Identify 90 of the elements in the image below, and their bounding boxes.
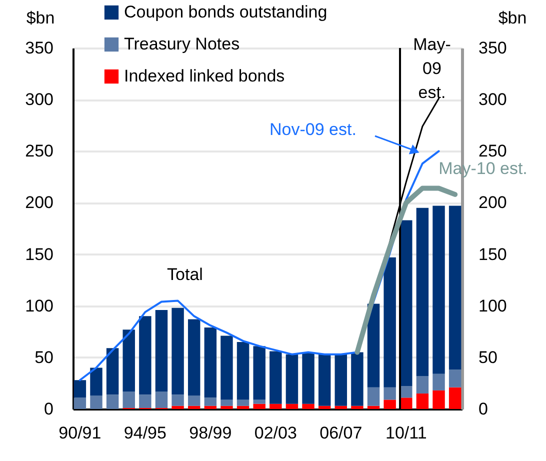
bar	[122, 330, 135, 392]
bar	[204, 406, 217, 409]
bar	[318, 406, 331, 409]
y-tick-label: 250	[25, 142, 54, 161]
bar	[400, 398, 412, 409]
y2-tick-label: 150	[478, 244, 507, 264]
bar	[448, 387, 462, 409]
bar	[384, 400, 396, 409]
bar	[188, 406, 200, 409]
bar	[188, 319, 200, 396]
legend-label: Coupon bonds outstanding	[124, 2, 328, 22]
y-tick-label: 350	[25, 38, 54, 58]
y-tick-label: 0	[44, 400, 54, 418]
bar	[334, 354, 348, 406]
y-tick-label: 50	[34, 348, 54, 367]
y2-tick-label: 100	[478, 296, 507, 316]
y2-tick-label: 250	[478, 142, 507, 161]
bar	[220, 400, 233, 406]
bar	[122, 391, 135, 408]
bar	[286, 404, 298, 409]
bar	[74, 380, 86, 398]
bar	[286, 354, 298, 404]
bar	[400, 220, 412, 386]
bar	[172, 308, 184, 395]
bar	[432, 206, 445, 374]
bar	[334, 406, 348, 409]
y2-axis-title: $bn	[498, 8, 527, 28]
x-tick-label: 06/07	[320, 424, 362, 442]
bar	[270, 351, 282, 404]
bar	[90, 396, 102, 409]
bar	[155, 391, 168, 408]
y2-tick-label: 50	[478, 348, 498, 367]
annotation: Total	[167, 265, 203, 284]
bar	[416, 394, 429, 409]
bar	[302, 404, 314, 409]
bar	[351, 352, 364, 406]
bar	[253, 400, 266, 404]
x-tick-label: 94/95	[124, 424, 166, 442]
bar	[188, 396, 200, 406]
legend-label: Treasury Notes	[124, 34, 240, 54]
legend-label: Indexed linked bonds	[124, 66, 285, 86]
bar	[270, 404, 282, 409]
y2-tick-label: 350	[478, 38, 507, 58]
y-tick-label: 300	[25, 90, 54, 110]
text: Nov-09 est.	[270, 120, 356, 139]
bar	[448, 206, 462, 370]
bar	[204, 398, 217, 406]
bar	[172, 394, 184, 406]
bar	[236, 400, 250, 406]
bar	[432, 390, 445, 409]
bar	[139, 316, 152, 395]
y2-tick-label: 300	[478, 90, 507, 110]
series-label: May-09 est.	[413, 35, 451, 102]
y2-tick-label: 200	[478, 193, 507, 212]
bar	[367, 304, 380, 388]
bar	[384, 257, 396, 388]
y-tick-label: 200	[25, 193, 54, 212]
bar	[236, 342, 250, 400]
bar	[400, 386, 412, 398]
bar	[220, 336, 233, 400]
bar	[106, 348, 119, 395]
y-tick-label: 100	[25, 296, 54, 316]
bar	[416, 376, 429, 394]
bar	[220, 406, 233, 409]
x-tick-label: 90/91	[58, 424, 102, 442]
y2-tick-label: 0	[478, 400, 488, 418]
x-tick-label: 10/11	[385, 424, 427, 442]
bar	[384, 387, 396, 400]
bar	[448, 370, 462, 388]
bar	[253, 404, 266, 409]
x-tick-label: 02/03	[254, 424, 297, 442]
bar	[367, 406, 380, 409]
bar	[351, 406, 364, 409]
bar	[253, 346, 266, 400]
bar	[204, 328, 217, 398]
y-tick-label: 150	[25, 244, 54, 264]
bar	[155, 310, 168, 392]
bar	[367, 387, 380, 406]
bar	[172, 406, 184, 409]
x-tick-label: 98/99	[189, 424, 232, 442]
bar	[416, 208, 429, 376]
bar	[236, 406, 250, 409]
bar	[139, 394, 152, 408]
bar	[90, 368, 102, 396]
bar	[302, 352, 314, 404]
bar	[74, 398, 86, 409]
y-axis-title: $bn	[26, 8, 55, 28]
bar	[318, 354, 331, 406]
bar	[106, 394, 119, 409]
bar	[432, 374, 445, 390]
